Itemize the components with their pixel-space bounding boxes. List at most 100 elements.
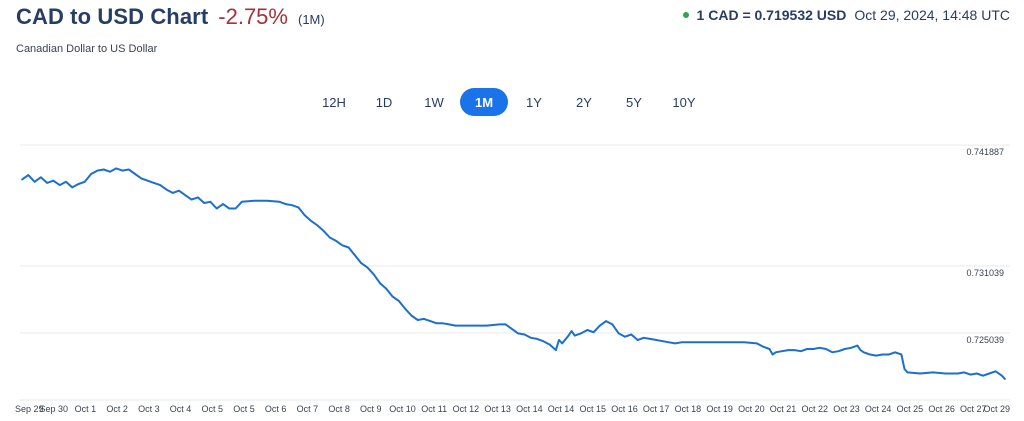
x-tick-label: Oct 3: [138, 404, 160, 414]
x-tick-label: Oct 29: [983, 404, 1010, 414]
x-tick-label: Sep 29: [15, 404, 44, 414]
data-point: [178, 189, 180, 192]
data-point: [963, 371, 965, 374]
data-point: [862, 351, 865, 354]
x-tick-label: Oct 7: [297, 404, 319, 414]
data-point: [140, 177, 143, 180]
data-point: [592, 331, 595, 333]
range-button-2y[interactable]: 2Y: [560, 88, 608, 116]
range-button-10y[interactable]: 10Y: [660, 88, 708, 116]
data-point: [837, 350, 840, 352]
data-point: [372, 273, 375, 276]
x-tick-label: Oct 22: [801, 404, 828, 414]
data-point: [881, 353, 884, 356]
data-point: [134, 173, 136, 175]
data-point: [341, 244, 344, 247]
data-point: [215, 207, 218, 210]
data-point: [40, 176, 42, 179]
range-button-1y[interactable]: 1Y: [510, 88, 558, 116]
data-point: [787, 349, 790, 351]
data-point: [957, 372, 959, 375]
range-button-1m[interactable]: 1M: [460, 88, 508, 116]
data-point: [919, 372, 921, 375]
data-point: [636, 339, 639, 341]
data-point: [228, 207, 231, 210]
data-point: [435, 322, 438, 325]
data-point: [599, 324, 601, 327]
data-point: [548, 343, 551, 346]
data-point: [542, 340, 545, 342]
data-point: [379, 282, 381, 284]
data-point: [58, 184, 61, 186]
data-point: [774, 351, 777, 354]
data-point: [555, 349, 557, 351]
data-point: [391, 295, 394, 298]
data-point: [674, 342, 676, 345]
data-point: [115, 167, 117, 170]
data-point: [523, 333, 526, 336]
data-point: [894, 351, 896, 354]
range-button-12h[interactable]: 12H: [310, 88, 358, 116]
x-tick-label: Oct 16: [611, 404, 638, 414]
data-point: [530, 337, 532, 339]
data-point: [693, 341, 695, 344]
x-tick-label: Oct 18: [675, 404, 702, 414]
data-point: [611, 323, 614, 326]
data-point: [146, 179, 149, 182]
data-point: [617, 332, 620, 335]
data-point: [982, 374, 984, 377]
data-point: [153, 182, 155, 184]
data-point: [486, 324, 488, 327]
x-tick-label: Oct 5: [233, 404, 255, 414]
x-tick-label: Oct 4: [170, 404, 192, 414]
data-point: [291, 204, 293, 206]
data-point: [932, 371, 934, 374]
data-point: [90, 173, 92, 175]
data-point: [33, 181, 36, 183]
x-tick-label: Oct 15: [580, 404, 607, 414]
data-point: [347, 246, 350, 249]
range-button-1w[interactable]: 1W: [410, 88, 458, 116]
data-point: [65, 181, 67, 183]
period-label: (1M): [297, 12, 325, 27]
data-point: [329, 236, 331, 239]
data-point: [859, 349, 862, 351]
x-tick-label: Oct 10: [389, 404, 416, 414]
data-point: [856, 344, 859, 347]
data-point: [818, 347, 821, 349]
range-button-5y[interactable]: 5Y: [610, 88, 658, 116]
data-point: [793, 349, 796, 351]
current-rate: 1 CAD = 0.719532 USD: [696, 7, 847, 23]
data-point: [570, 330, 573, 332]
x-tick-label: Oct 2: [106, 404, 128, 414]
rate-row: 1 CAD = 0.719532 USD Oct 29, 2024, 14:48…: [682, 7, 1010, 23]
x-tick-label: Oct 25: [897, 404, 924, 414]
data-point: [77, 183, 80, 185]
data-point: [197, 196, 199, 199]
data-point: [806, 348, 808, 350]
data-point: [278, 201, 281, 203]
live-dot-icon: [682, 12, 689, 18]
data-point: [102, 168, 105, 171]
data-point: [442, 322, 444, 325]
data-point: [460, 324, 463, 327]
data-point: [360, 262, 363, 264]
x-tick-label: Oct 6: [265, 404, 287, 414]
data-point: [184, 194, 187, 196]
y-tick-label: 0.725039: [966, 335, 1004, 345]
time-range-selector: 12H 1D 1W 1M 1Y 2Y 5Y 10Y: [310, 88, 708, 116]
page-subtitle: Canadian Dollar to US Dollar: [16, 43, 158, 55]
data-point: [448, 323, 450, 326]
x-tick-label: Sep 30: [39, 404, 68, 414]
x-tick-label: Oct 12: [453, 404, 480, 414]
data-point: [586, 329, 589, 331]
data-point: [812, 348, 815, 350]
data-point: [561, 342, 563, 345]
data-point: [84, 181, 86, 183]
data-point: [234, 207, 237, 210]
range-button-1d[interactable]: 1D: [360, 88, 408, 116]
x-tick-label: Oct 24: [865, 404, 892, 414]
data-point: [241, 201, 243, 203]
data-point: [203, 202, 205, 204]
data-point: [850, 347, 852, 349]
